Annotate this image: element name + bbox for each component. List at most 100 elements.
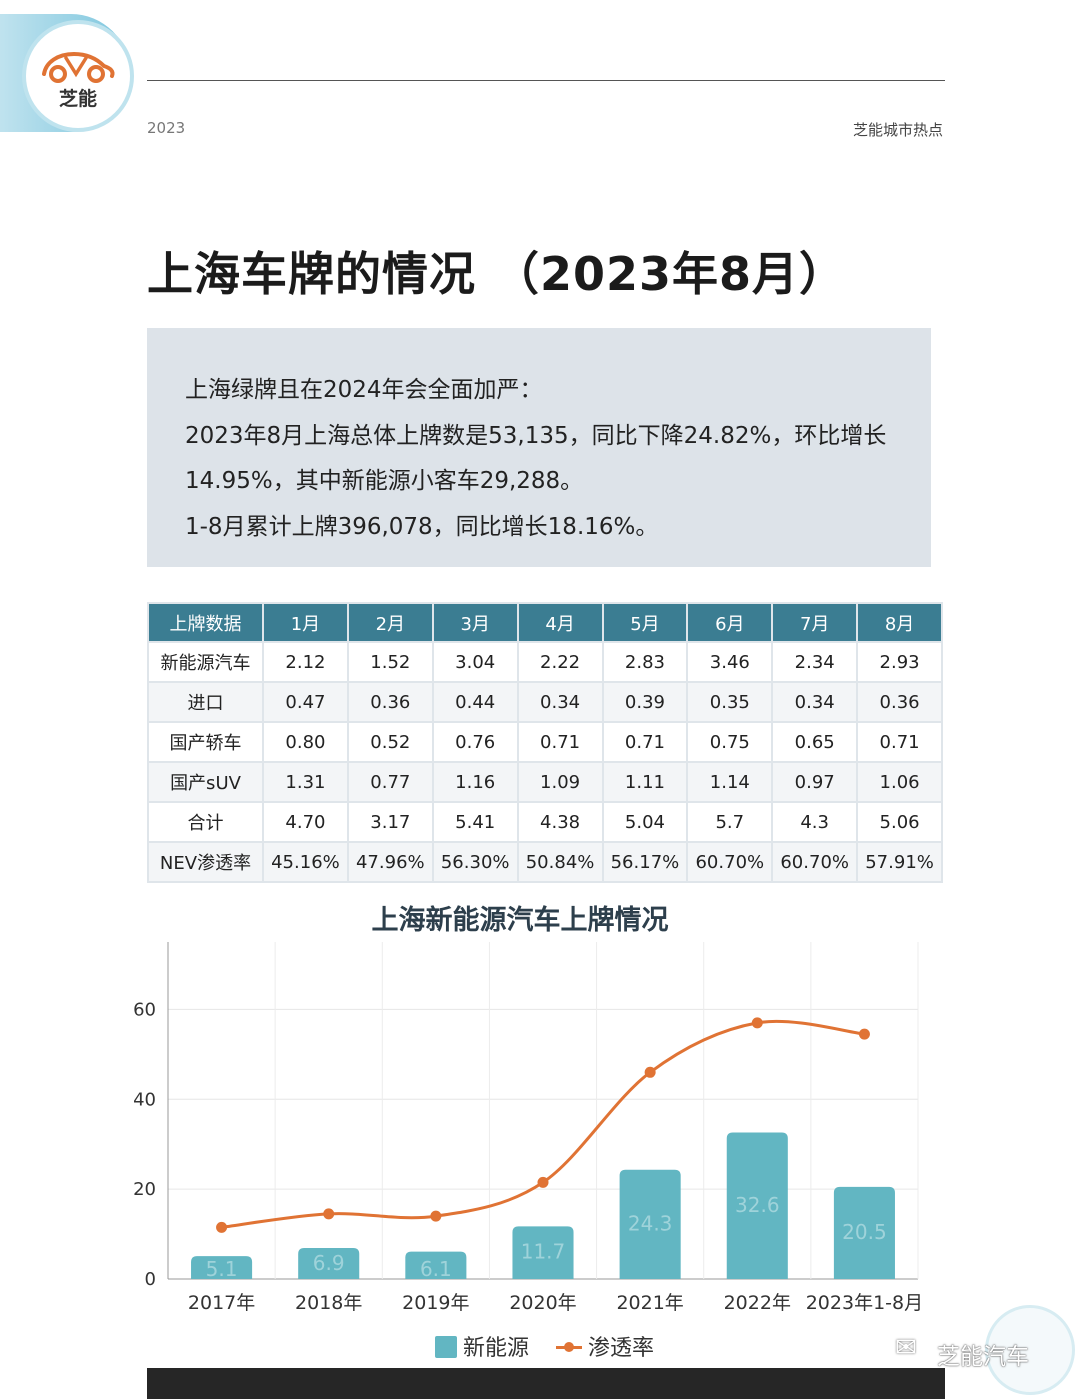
- table-cell: 56.30%: [433, 843, 517, 881]
- table-header-cell: 上牌数据: [149, 604, 262, 641]
- watermark-text: 芝能汽车: [937, 1344, 1029, 1370]
- bar-value-label: 11.7: [521, 1240, 566, 1264]
- table-row: 新能源汽车 2.12 1.52 3.04 2.22 2.83 3.46 2.34 2.93: [149, 643, 941, 681]
- table-cell: 0.36: [858, 683, 941, 721]
- table-cell: 0.71: [858, 723, 941, 761]
- bar-value-label: 6.9: [313, 1251, 345, 1275]
- table-row: 合计 4.70 3.17 5.41 4.38 5.04 5.7 4.3 5.06: [149, 803, 941, 841]
- table-cell: 0.34: [773, 683, 857, 721]
- bar: [298, 1247, 360, 1279]
- bar-value-label: 32.6: [735, 1193, 780, 1217]
- table-header-cell: 6月: [688, 604, 772, 641]
- bar-value-label: 6.1: [420, 1257, 452, 1281]
- row-label: NEV渗透率: [149, 843, 262, 881]
- table-header-row: 上牌数据 1月 2月 3月 4月 5月 6月 7月 8月: [149, 604, 941, 641]
- table-cell: 0.35: [688, 683, 772, 721]
- line-point: [537, 1176, 549, 1188]
- line-point: [644, 1066, 656, 1078]
- table-cell: 60.70%: [773, 843, 857, 881]
- table-cell: 1.31: [264, 763, 347, 801]
- table-cell: 0.77: [348, 763, 432, 801]
- chart-legend: 新能源 渗透率: [435, 1330, 674, 1362]
- table-cell: 0.65: [773, 723, 857, 761]
- x-tick-label: 2018年: [295, 1292, 362, 1314]
- bar: [191, 1256, 253, 1279]
- bar: [405, 1251, 467, 1279]
- table-cell: 0.97: [773, 763, 857, 801]
- table-cell: 0.44: [433, 683, 517, 721]
- table-cell: 0.71: [518, 723, 602, 761]
- registration-table: 上牌数据 1月 2月 3月 4月 5月 6月 7月 8月 新能源汽车 2.12 1.…: [147, 602, 943, 883]
- row-label: 新能源汽车: [149, 643, 262, 681]
- header-year: 2023: [147, 119, 186, 137]
- x-tick-label: 2020年: [509, 1292, 576, 1314]
- line-point: [216, 1221, 228, 1233]
- table-cell: 0.80: [264, 723, 347, 761]
- line-point: [858, 1028, 870, 1040]
- x-tick-label: 2023年1-8月: [806, 1292, 923, 1314]
- table-cell: 50.84%: [518, 843, 602, 881]
- table-row: 国产轿车 0.80 0.52 0.76 0.71 0.71 0.75 0.65 0.71: [149, 723, 941, 761]
- table-cell: 0.52: [348, 723, 432, 761]
- table-header-cell: 2月: [348, 604, 432, 641]
- nev-chart: 0 20 40 60 5.1 6.9 6.1 11.7 24.3 32.6 20.5 2017年 201…: [133, 942, 923, 1314]
- table-cell: 2.12: [264, 643, 347, 681]
- y-tick-label: 20: [133, 1179, 156, 1200]
- summary-line: 2023年8月上海总体上牌数是53,135，同比下降24.82%，环比增长: [185, 422, 887, 449]
- line-point: [751, 1017, 763, 1029]
- table-cell: 0.34: [518, 683, 602, 721]
- bar: [726, 1132, 788, 1279]
- table-cell: 2.93: [858, 643, 941, 681]
- table-cell: 1.52: [348, 643, 432, 681]
- y-tick-label: 0: [145, 1269, 156, 1290]
- table-cell: 3.04: [433, 643, 517, 681]
- line-point: [430, 1210, 442, 1222]
- bottom-bar: [147, 1368, 945, 1399]
- bar: [512, 1226, 574, 1279]
- bar-value-label: 20.5: [842, 1220, 887, 1244]
- table-cell: 4.38: [518, 803, 602, 841]
- table-cell: 1.16: [433, 763, 517, 801]
- logo-text: 芝能: [58, 88, 97, 110]
- table-header-cell: 1月: [264, 604, 347, 641]
- table-row: 国产sUV 1.31 0.77 1.16 1.09 1.11 1.14 0.97 1.06: [149, 763, 941, 801]
- table-cell: 1.11: [603, 763, 687, 801]
- car-logo-icon: [42, 51, 115, 83]
- table-header-cell: 8月: [858, 604, 941, 641]
- table-cell: 56.17%: [603, 843, 687, 881]
- summary-box: 上海绿牌且在2024年会全面加严： 2023年8月上海总体上牌数是53,135，…: [147, 328, 931, 567]
- table-cell: 3.17: [348, 803, 432, 841]
- table-cell: 45.16%: [264, 843, 347, 881]
- header-rule: [147, 80, 945, 81]
- row-label: 国产sUV: [149, 763, 262, 801]
- table-cell: 0.36: [348, 683, 432, 721]
- y-tick-label: 60: [133, 999, 156, 1020]
- table-cell: 0.39: [603, 683, 687, 721]
- row-label: 合计: [149, 803, 262, 841]
- table-cell: 5.04: [603, 803, 687, 841]
- chart-title: 上海新能源汽车上牌情况: [371, 905, 669, 936]
- page-title: 上海车牌的情况 （2023年8月）: [147, 247, 847, 301]
- table-cell: 1.14: [688, 763, 772, 801]
- summary-line: 上海绿牌且在2024年会全面加严：: [185, 377, 543, 403]
- table-cell: 0.71: [603, 723, 687, 761]
- table-cell: 2.34: [773, 643, 857, 681]
- row-label: 进口: [149, 683, 262, 721]
- legend-label: 新能源: [463, 1336, 530, 1361]
- x-tick-label: 2022年: [724, 1292, 791, 1314]
- legend-label: 渗透率: [588, 1336, 655, 1361]
- header-topic: 芝能城市热点: [852, 121, 943, 139]
- wechat-icon: ✉: [895, 1333, 917, 1363]
- bar-value-label: 24.3: [628, 1211, 673, 1235]
- table-cell: 0.47: [264, 683, 347, 721]
- x-tick-label: 2017年: [188, 1292, 255, 1314]
- logo: 芝能: [22, 20, 134, 132]
- row-label: 国产轿车: [149, 723, 262, 761]
- legend-line-swatch: [556, 1342, 583, 1352]
- table-cell: 57.91%: [858, 843, 941, 881]
- table-header-cell: 4月: [518, 604, 602, 641]
- bar-value-label: 5.1: [206, 1257, 238, 1281]
- table-cell: 4.70: [264, 803, 347, 841]
- table-row: NEV渗透率 45.16% 47.96% 56.30% 50.84% 56.17% 60.7…: [149, 843, 941, 881]
- watermark-logo: [985, 1305, 1075, 1395]
